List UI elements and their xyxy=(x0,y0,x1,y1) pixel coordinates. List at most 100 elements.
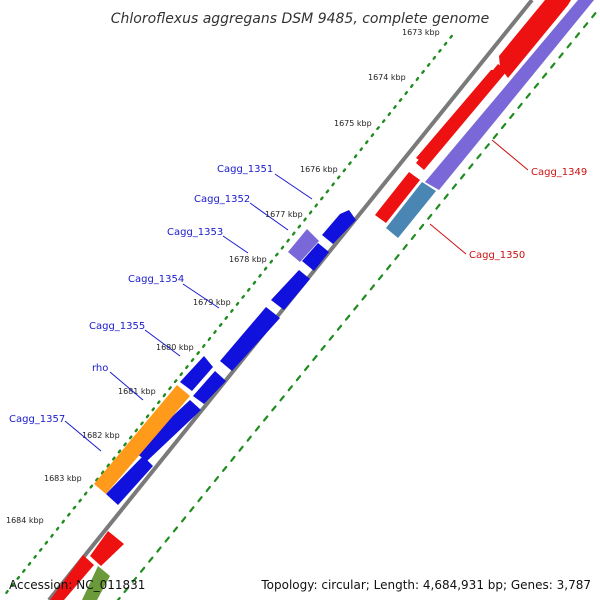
tick-mark xyxy=(44,540,49,545)
tick-mark xyxy=(156,546,162,553)
tick-mark xyxy=(394,254,400,261)
kbp-label-1678: 1678 kbp xyxy=(229,255,267,264)
label-rho: rho xyxy=(92,363,108,374)
tick-mark xyxy=(342,168,347,173)
tick-mark xyxy=(291,231,296,236)
tick-mark xyxy=(325,189,330,194)
tick-mark xyxy=(106,463,111,468)
tick-mark xyxy=(172,526,179,533)
tick-mark xyxy=(410,83,414,89)
tick-mark xyxy=(525,92,531,99)
tick-mark xyxy=(224,315,229,320)
tick-mark xyxy=(168,386,172,391)
kbp-label-1677: 1677 kbp xyxy=(265,210,303,219)
tick-mark xyxy=(213,475,220,482)
label-cagg-1353: Cagg_1353 xyxy=(167,227,223,238)
tick-mark xyxy=(279,395,285,402)
tick-mark xyxy=(38,547,43,552)
tick-mark xyxy=(131,576,138,583)
tick-mark xyxy=(258,273,262,278)
tick-mark xyxy=(230,455,236,462)
tick-mark xyxy=(541,72,548,79)
tick-mark xyxy=(418,223,425,230)
gene-outer-purple[interactable] xyxy=(425,0,594,190)
kbp-label-1679: 1679 kbp xyxy=(193,298,231,307)
tick-mark xyxy=(148,556,154,563)
tick-mark xyxy=(369,284,375,291)
tick-mark xyxy=(201,344,206,348)
tick-mark xyxy=(303,217,307,222)
kbp-label-1674: 1674 kbp xyxy=(368,73,406,82)
tick-mark xyxy=(263,415,269,422)
tick-mark xyxy=(387,112,392,117)
gene-label-layer-right: Cagg_1349 Cagg_1350 xyxy=(429,139,587,261)
tick-mark xyxy=(271,405,277,412)
gene-cagg-1349-arrow[interactable] xyxy=(499,0,571,78)
tick-mark xyxy=(314,203,318,208)
tick-mark xyxy=(377,274,384,281)
tick-mark xyxy=(353,154,358,159)
tick-mark xyxy=(100,470,105,475)
tick-mark xyxy=(162,393,167,398)
gene-cagg-1357-a[interactable] xyxy=(134,400,201,461)
tick-mark xyxy=(89,484,94,489)
gene-cagg-1349-upper[interactable] xyxy=(416,64,507,170)
kbp-label-1681: 1681 kbp xyxy=(118,387,156,396)
tick-mark xyxy=(533,82,540,89)
tick-mark xyxy=(252,280,257,285)
tick-mark xyxy=(398,98,403,103)
tick-mark xyxy=(353,304,359,311)
tick-mark xyxy=(269,259,274,264)
tick-mark xyxy=(365,140,369,145)
tick-mark xyxy=(336,324,343,331)
gene-cagg-1354[interactable] xyxy=(271,270,310,310)
gene-rho-b[interactable] xyxy=(193,371,226,404)
label-cagg-1355: Cagg_1355 xyxy=(89,321,145,332)
gene-orange[interactable] xyxy=(94,385,190,494)
gene-inner-red-a[interactable] xyxy=(90,531,124,566)
tick-mark xyxy=(287,385,293,392)
tick-mark xyxy=(111,456,116,461)
tick-mark xyxy=(328,334,334,341)
gene-cagg-1353[interactable] xyxy=(302,243,329,271)
tick-mark xyxy=(348,161,352,166)
tick-mark xyxy=(246,435,252,442)
kbp-label-1683: 1683 kbp xyxy=(44,474,82,483)
tick-mark xyxy=(476,153,482,160)
tick-mark xyxy=(426,62,431,67)
map-title: Chloroflexus aggregans DSM 9485, complet… xyxy=(111,11,490,27)
tick-mark xyxy=(438,48,442,53)
tick-mark xyxy=(218,323,223,327)
gene-inner-red-b[interactable] xyxy=(50,555,94,600)
tick-mark xyxy=(393,105,397,110)
tick-mark xyxy=(484,143,490,150)
gene-cagg-1351[interactable] xyxy=(322,210,356,244)
kbp-label-1675: 1675 kbp xyxy=(334,119,372,128)
gene-outer-red-small[interactable] xyxy=(375,172,420,223)
tick-mark xyxy=(427,213,433,220)
tick-mark xyxy=(95,477,99,482)
tick-mark xyxy=(128,435,133,440)
accession-text: Accession: NC_011831 xyxy=(9,578,146,592)
gene-cagg-1355[interactable] xyxy=(220,307,280,371)
tick-mark xyxy=(336,175,341,180)
gene-rho-a[interactable] xyxy=(180,356,213,391)
gene-cagg-1352[interactable] xyxy=(288,229,319,262)
gene-track-outer xyxy=(375,0,594,238)
gene-cagg-1357-b[interactable] xyxy=(106,456,153,505)
tick-mark xyxy=(517,102,523,109)
gene-inner-green[interactable] xyxy=(82,566,110,600)
tick-mark xyxy=(459,173,466,180)
tick-mark xyxy=(312,354,318,361)
tick-mark xyxy=(286,238,290,243)
tick-mark xyxy=(246,287,251,292)
tick-mark xyxy=(263,266,268,271)
tick-mark xyxy=(205,486,211,493)
tick-mark xyxy=(574,32,581,39)
tick-mark xyxy=(185,365,189,370)
kbp-label-layer: 1673 kbp 1674 kbp 1675 kbp 1676 kbp 1677… xyxy=(6,28,440,525)
gene-cagg-1350[interactable] xyxy=(386,182,436,238)
tick-mark xyxy=(435,203,441,210)
tick-mark xyxy=(345,314,351,321)
tick-mark xyxy=(222,465,228,472)
